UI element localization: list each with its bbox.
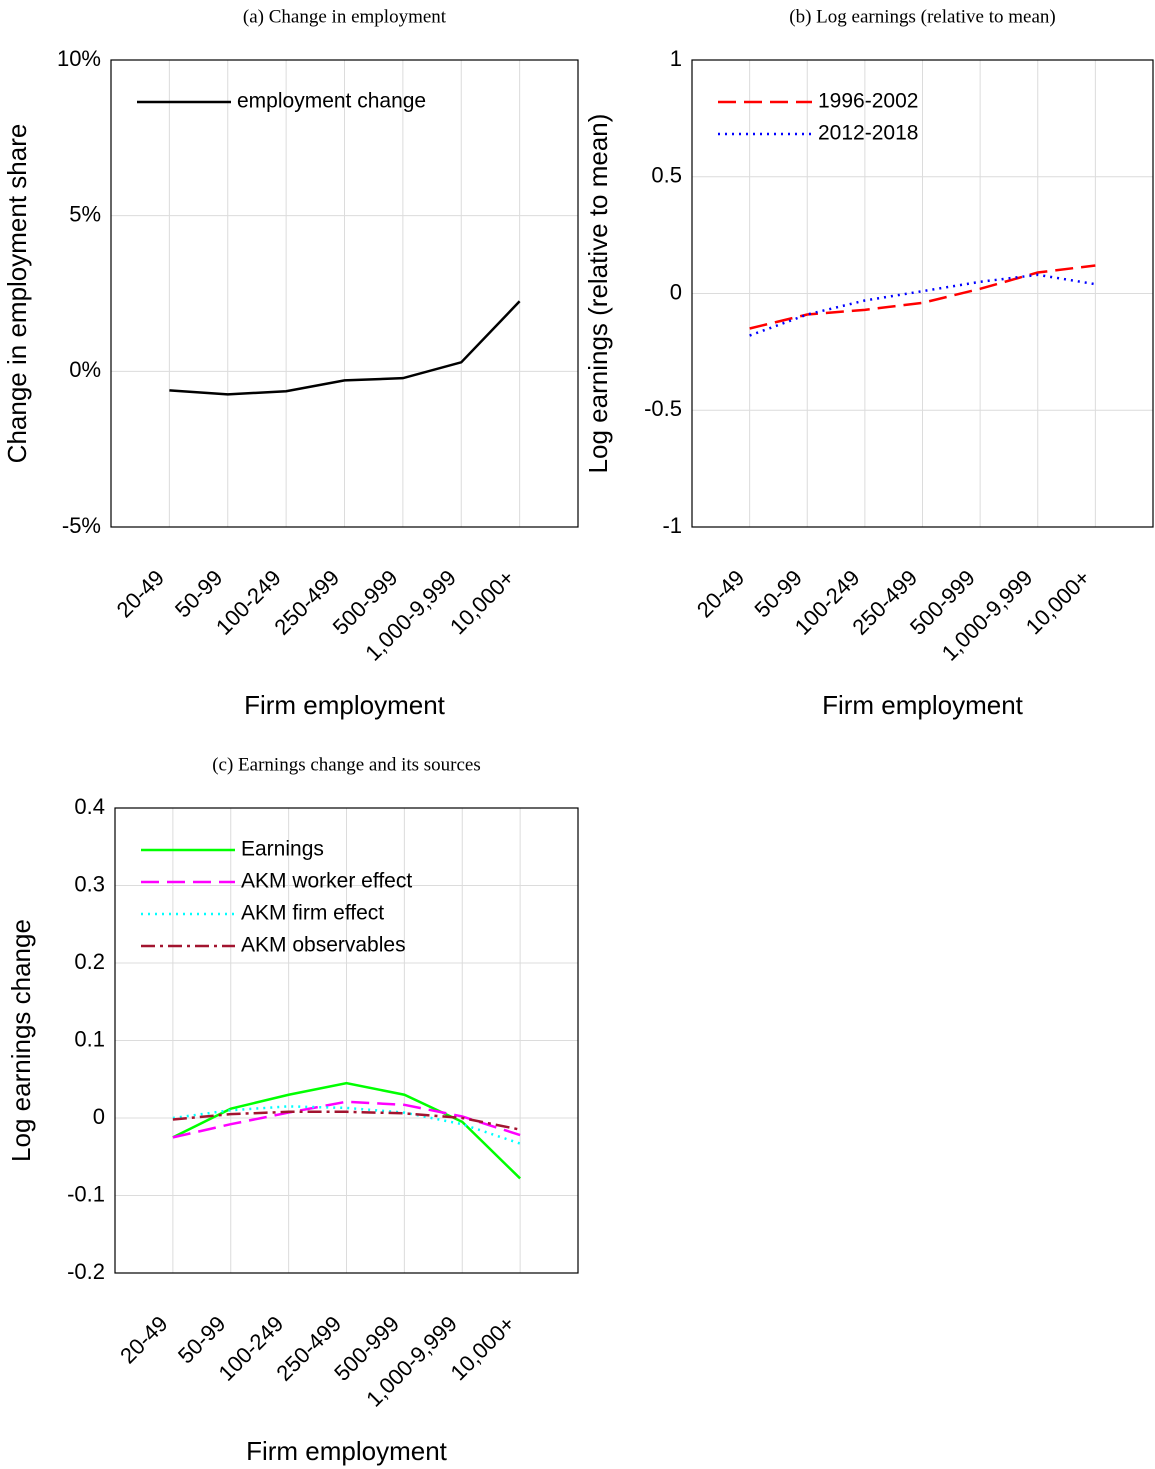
y-tick-label: 0.1	[74, 1026, 105, 1051]
x-tick-label: 10,000+	[445, 565, 519, 639]
y-tick-label: -0.1	[67, 1181, 105, 1206]
chart-title: (b) Log earnings (relative to mean)	[789, 6, 1055, 27]
y-tick-label: 1	[670, 46, 682, 71]
legend-label: AKM worker effect	[241, 870, 412, 893]
y-tick-label: -1	[662, 513, 682, 538]
x-tick-label: 20-49	[112, 565, 169, 622]
x-axis-label: Firm employment	[822, 690, 1024, 720]
x-tick-label: 20-49	[692, 565, 749, 622]
panel: (c) Earnings change and its sources 20-49…	[6, 754, 579, 1466]
y-tick-label: 0.4	[74, 794, 105, 819]
series-line	[169, 300, 521, 396]
y-tick-label: 0	[93, 1104, 105, 1129]
x-tick-label: 20-49	[115, 1311, 172, 1368]
y-tick-label: 0	[670, 279, 682, 304]
series-line	[749, 273, 1096, 337]
series-line	[172, 1081, 521, 1180]
x-tick-label: 10,000+	[1021, 565, 1095, 639]
y-tick-label: -5%	[62, 513, 101, 538]
y-tick-label: 0%	[69, 357, 101, 382]
x-axis-label: Firm employment	[246, 1436, 448, 1466]
y-tick-label: -0.5	[644, 396, 682, 421]
y-axis-label: Log earnings (relative to mean)	[583, 114, 613, 474]
y-axis-label: Change in employment share	[2, 124, 32, 464]
y-tick-label: 0.5	[651, 163, 682, 188]
legend-label: AKM observables	[241, 934, 406, 957]
legend-label: AKM firm effect	[241, 902, 384, 925]
series-line	[172, 1110, 521, 1131]
y-tick-label: -0.2	[67, 1259, 105, 1284]
y-tick-label: 0.2	[74, 949, 105, 974]
y-tick-label: 10%	[57, 46, 101, 71]
y-tick-label: 5%	[69, 201, 101, 226]
legend-label: 2012-2018	[818, 122, 918, 145]
series-line	[749, 264, 1096, 330]
axes-box	[691, 59, 1154, 528]
y-axis-label: Log earnings change	[6, 919, 36, 1162]
legend-label: 1996-2002	[818, 90, 918, 113]
legend-label: employment change	[237, 90, 426, 113]
series-line	[172, 1100, 521, 1139]
panel: (b) Log earnings (relative to mean) 20-49…	[583, 6, 1154, 720]
legend-label: Earnings	[241, 838, 324, 861]
axes-box	[110, 59, 579, 528]
x-axis-label: Firm employment	[244, 690, 446, 720]
x-tick-label: 10,000+	[445, 1311, 519, 1385]
y-tick-label: 0.3	[74, 871, 105, 896]
chart-title: (a) Change in employment	[243, 6, 447, 27]
axes-box	[114, 807, 579, 1274]
chart-title: (c) Earnings change and its sources	[212, 754, 481, 775]
